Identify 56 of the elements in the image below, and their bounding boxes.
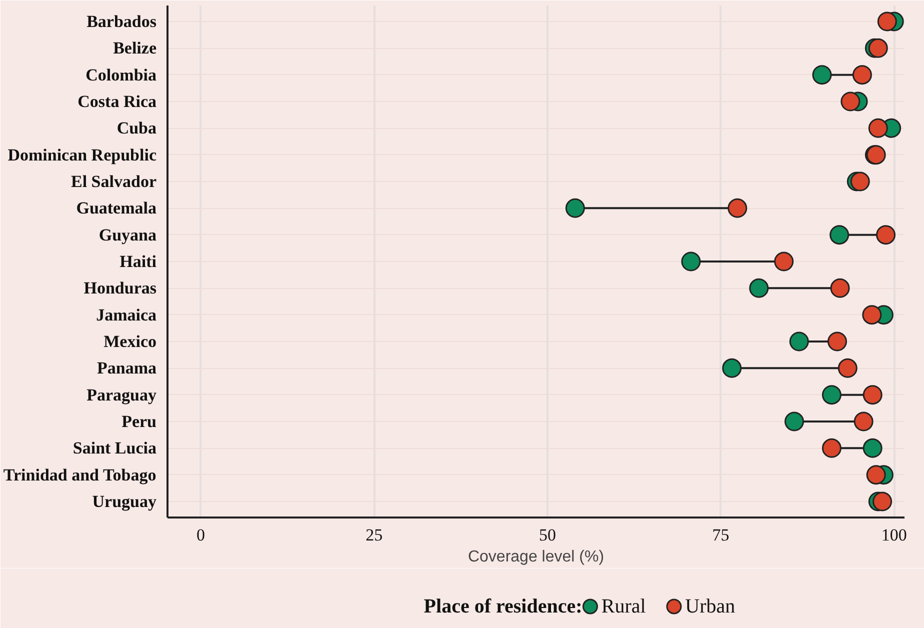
point (812, 65, 832, 85)
point (774, 252, 794, 272)
point (822, 385, 842, 405)
x-tick-label: 25 (366, 526, 383, 544)
y-tick-label: Panama (97, 358, 157, 378)
point (789, 332, 809, 352)
point (868, 38, 888, 58)
y-tick-label: Mexico (104, 332, 156, 351)
y-tick-label: Costa Rica (78, 92, 157, 111)
point (784, 412, 804, 432)
y-tick-label: Cuba (116, 118, 157, 138)
point (681, 252, 701, 272)
y-tick-label: Barbados (86, 12, 157, 31)
x-tick-label: 75 (712, 526, 730, 544)
point (876, 225, 896, 245)
y-tick-label: Haiti (120, 252, 157, 271)
point (862, 438, 882, 458)
y-tick-label: Guyana (98, 225, 157, 244)
y-tick-label: Belize (113, 38, 157, 58)
y-tick-label: Jamaica (96, 305, 157, 324)
point (872, 492, 892, 512)
legend-title: Place of residence: (424, 596, 582, 618)
y-tick-label: Trinidad and Tobago (3, 465, 156, 484)
point (877, 12, 897, 32)
y-tick-label: Colombia (86, 65, 157, 84)
point (850, 172, 870, 192)
point (728, 198, 748, 218)
point (565, 198, 585, 218)
point (840, 92, 860, 112)
point (828, 332, 847, 352)
x-tick-label: 0 (196, 526, 206, 544)
point (868, 118, 888, 138)
point (866, 465, 886, 485)
y-tick-label: Guatemala (76, 198, 157, 218)
point (854, 412, 874, 432)
y-tick-label: El Salvador (71, 172, 157, 191)
y-tick-label: Paraguay (86, 385, 157, 404)
point (838, 358, 858, 378)
legend-label: Rural (601, 596, 646, 618)
point (830, 278, 850, 298)
x-axis-title: Coverage level (%) (468, 548, 604, 566)
point (830, 225, 850, 245)
point (852, 65, 872, 85)
point (822, 438, 842, 458)
y-tick-label: Saint Lucia (72, 438, 157, 458)
y-tick-label: Honduras (84, 278, 157, 298)
legend-label: Urban (685, 596, 736, 618)
y-tick-label: Uruguay (92, 492, 157, 511)
point (722, 358, 742, 378)
y-tick-label: Dominican Republic (8, 145, 157, 164)
x-tick-label: 100 (881, 526, 907, 544)
point (749, 278, 769, 298)
point (862, 385, 882, 405)
point (862, 305, 882, 325)
y-tick-label: Peru (122, 412, 157, 431)
x-tick-label: 50 (538, 526, 556, 544)
